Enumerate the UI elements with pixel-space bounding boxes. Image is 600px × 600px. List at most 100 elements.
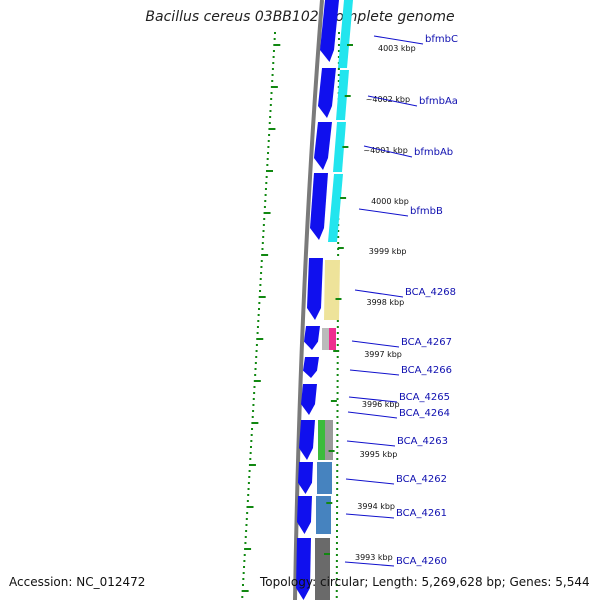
gene-label: BCA_4268 (405, 287, 456, 298)
gene-label-line (347, 411, 398, 419)
gc-content-mark (336, 458, 339, 460)
gc-skew-mark (262, 224, 265, 226)
gc-skew-mark (257, 314, 260, 316)
gene-label: BCA_4262 (396, 474, 447, 485)
gc-content-mark (336, 422, 339, 424)
gc-content-mark (336, 326, 339, 328)
gc-skew-mark (268, 122, 271, 124)
gc-content-mark (335, 536, 338, 538)
gc-skew-mark (251, 428, 254, 430)
gc-content-mark (336, 398, 339, 400)
gc-content-mark (336, 440, 339, 442)
gc-skew-mark (247, 494, 250, 496)
gene-label: bfmbB (410, 206, 443, 217)
cog-block (317, 462, 332, 494)
gc-skew-mark (264, 194, 267, 196)
gc-skew-mark (243, 560, 246, 562)
gene-arrow (301, 384, 317, 415)
gc-skew-mark (260, 272, 263, 274)
kbp-tick-label: ~4002 kbp (366, 95, 410, 104)
gc-skew-mark (251, 422, 259, 424)
kbp-tick (347, 44, 353, 46)
kbp-tick (328, 450, 335, 452)
gc-skew-mark (259, 290, 262, 292)
gc-skew-mark (263, 212, 271, 214)
gene-label-line (367, 95, 418, 107)
gc-skew-mark (267, 152, 270, 154)
gc-skew-mark (257, 308, 260, 310)
gc-content-mark (335, 578, 338, 580)
gene-arrow (318, 68, 336, 118)
gc-skew-mark (246, 506, 254, 508)
gc-content-mark (336, 386, 339, 388)
kbp-tick-label: 3993 kbp (355, 553, 393, 562)
gc-content-mark (336, 446, 339, 448)
kbp-tick-label: 4003 kbp (378, 44, 416, 53)
gc-skew-mark (271, 68, 274, 70)
gc-skew-mark (253, 392, 256, 394)
gene-label: bfmbAb (414, 147, 453, 158)
gc-content-mark (336, 338, 339, 340)
gene-arrow (303, 357, 319, 378)
cog-block (324, 260, 340, 320)
gc-skew-mark (245, 524, 248, 526)
gene-arrow (297, 496, 312, 534)
gc-skew-mark (270, 92, 273, 94)
gene-arrow (299, 420, 315, 460)
gc-content-mark (336, 332, 339, 334)
cog-block (318, 420, 325, 460)
gene-label: BCA_4265 (399, 392, 450, 403)
gene-label: BCA_4260 (396, 556, 447, 567)
gene-label-line (345, 513, 395, 519)
gc-content-mark (335, 560, 338, 562)
gene-label-line (354, 289, 404, 298)
gc-content-mark (337, 74, 340, 76)
gc-skew-mark (242, 578, 245, 580)
kbp-tick (342, 146, 349, 148)
gc-skew-mark (252, 404, 255, 406)
gc-skew-mark (274, 32, 276, 34)
kbp-tick-label: 3994 kbp (357, 502, 395, 511)
gc-skew-mark (270, 98, 273, 100)
gc-skew-mark (245, 530, 248, 532)
gc-skew-mark (258, 296, 266, 298)
gc-skew-mark (253, 386, 256, 388)
gc-skew-mark (244, 536, 247, 538)
gc-skew-mark (249, 452, 252, 454)
gene-label-line (373, 35, 424, 45)
gc-skew-mark (244, 548, 252, 550)
gc-skew-mark (272, 50, 275, 52)
gene-label: BCA_4267 (401, 337, 452, 348)
gene-label-line (345, 478, 395, 485)
gc-skew-mark (265, 170, 273, 172)
gc-skew-mark (249, 446, 252, 448)
gc-content-mark (336, 392, 339, 394)
gc-skew-mark (273, 44, 281, 46)
gc-skew-mark (249, 458, 252, 460)
gc-skew-mark (266, 158, 269, 160)
cog-block (315, 538, 330, 600)
gc-content-mark (337, 56, 340, 58)
gc-skew-mark (256, 332, 259, 334)
gene-label: BCA_4263 (397, 436, 448, 447)
gene-label-line (358, 208, 409, 217)
gc-skew-mark (259, 278, 262, 280)
kbp-tick-label: 3996 kbp (362, 400, 400, 409)
gc-skew-mark (268, 134, 271, 136)
gene-arrow (298, 462, 313, 494)
gc-skew-mark (264, 188, 267, 190)
gc-content-mark (336, 416, 339, 418)
gc-skew-mark (252, 410, 255, 412)
gc-skew-mark (242, 572, 245, 574)
gc-skew-mark (260, 260, 263, 262)
gene-track (296, 0, 339, 600)
gc-content-mark (337, 242, 340, 244)
gc-content-mark (337, 230, 340, 232)
gc-skew-mark (243, 566, 246, 568)
gc-skew-mark (261, 242, 264, 244)
gc-skew-mark (267, 146, 270, 148)
gc-skew-mark (253, 380, 261, 382)
kbp-tick-label: 3995 kbp (360, 450, 398, 459)
backbone-arc (293, 0, 324, 600)
gc-skew-mark (254, 362, 257, 364)
